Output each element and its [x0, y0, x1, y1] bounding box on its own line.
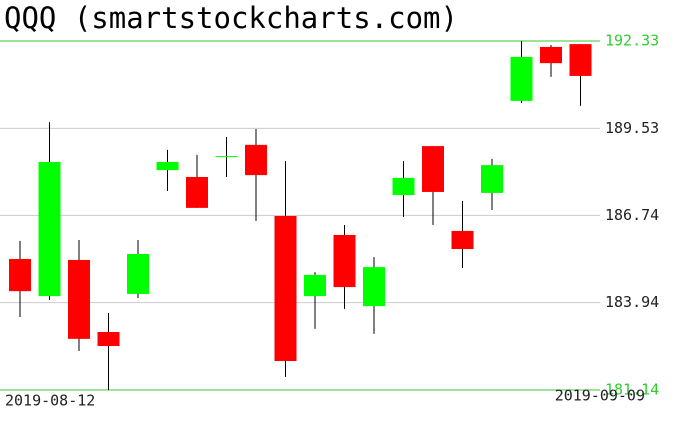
candle-body — [127, 254, 149, 294]
candle-body — [97, 331, 120, 347]
candle-body — [363, 267, 385, 307]
candle-body — [540, 46, 562, 64]
y-tick-label: 189.53 — [605, 119, 659, 137]
candle-body — [481, 165, 503, 193]
x-tick-label: 2019-08-12 — [5, 392, 95, 410]
candle-body — [333, 234, 356, 288]
candle-body — [186, 176, 208, 208]
candle-body — [245, 144, 267, 176]
candle-body — [68, 259, 90, 339]
y-tick-label: 183.94 — [605, 293, 659, 311]
candle-body — [274, 215, 297, 361]
x-tick-label: 2019-09-09 — [555, 387, 645, 405]
candle-body — [392, 177, 415, 196]
candle-body — [215, 156, 238, 158]
chart-title: QQQ (smartstockcharts.com) — [4, 1, 458, 35]
y-tick-label: 181.14 — [605, 381, 659, 399]
candle-body — [451, 230, 474, 250]
candle-body — [304, 274, 326, 297]
candle-body — [9, 259, 31, 292]
candle-body — [38, 162, 61, 297]
y-tick-label: 186.74 — [605, 206, 659, 224]
candle-body — [156, 162, 179, 171]
candle-body — [510, 56, 533, 101]
candle-body — [422, 146, 444, 192]
y-tick-label: 192.33 — [605, 32, 659, 50]
candle-body — [569, 44, 592, 76]
